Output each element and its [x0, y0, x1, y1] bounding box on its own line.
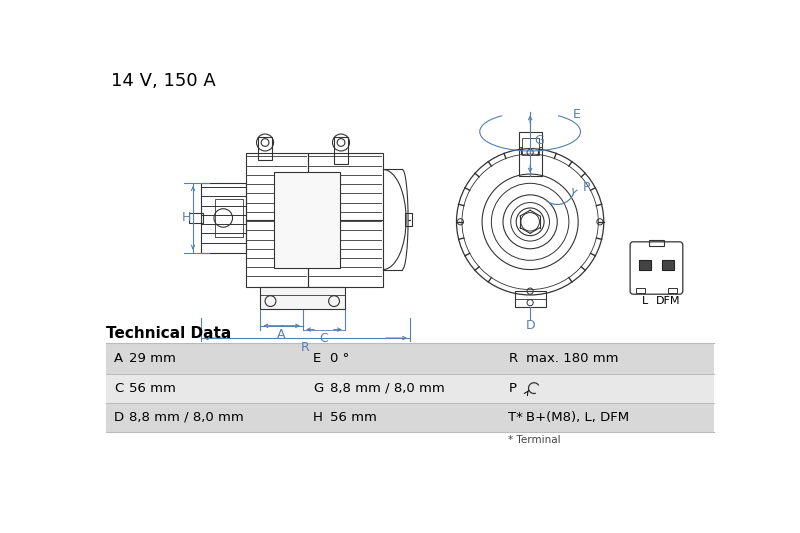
Bar	[639, 260, 651, 270]
Text: A: A	[114, 352, 123, 365]
Text: L: L	[642, 296, 648, 306]
Bar	[106, 374, 714, 403]
Bar	[334, 137, 348, 164]
Bar	[258, 137, 272, 160]
Text: 8,8 mm / 8,0 mm: 8,8 mm / 8,0 mm	[130, 411, 244, 424]
Text: E: E	[573, 108, 581, 120]
Text: G: G	[313, 382, 323, 394]
Text: C: C	[320, 333, 328, 345]
Text: H: H	[313, 411, 323, 424]
Text: * Terminal: * Terminal	[509, 435, 561, 446]
Bar	[274, 172, 340, 268]
Text: DFM: DFM	[656, 296, 680, 306]
Bar	[635, 288, 645, 294]
Bar	[246, 152, 308, 287]
Text: C: C	[114, 382, 123, 394]
Bar	[214, 199, 243, 237]
Bar	[308, 152, 383, 287]
Bar	[106, 343, 714, 374]
Text: B+(M8), L, DFM: B+(M8), L, DFM	[526, 411, 630, 424]
Bar	[106, 403, 714, 432]
Bar	[668, 288, 678, 294]
Text: 0 °: 0 °	[330, 352, 350, 365]
Text: D: D	[526, 319, 535, 332]
Text: 29 mm: 29 mm	[130, 352, 176, 365]
Bar	[189, 213, 203, 223]
Text: E: E	[313, 352, 322, 365]
Text: R: R	[301, 341, 310, 354]
Bar	[522, 138, 538, 155]
Bar	[662, 260, 674, 270]
Text: max. 180 mm: max. 180 mm	[526, 352, 618, 365]
Bar	[514, 291, 546, 306]
Text: P: P	[509, 382, 517, 394]
Text: 14 V, 150 A: 14 V, 150 A	[111, 72, 216, 90]
Bar	[261, 287, 345, 309]
Text: P: P	[583, 181, 590, 193]
Bar	[201, 183, 246, 253]
Text: 8,8 mm / 8,0 mm: 8,8 mm / 8,0 mm	[330, 382, 445, 394]
Text: D: D	[114, 411, 124, 424]
Text: G: G	[534, 134, 544, 148]
Text: R: R	[509, 352, 518, 365]
Text: 56 mm: 56 mm	[330, 411, 377, 424]
Text: H: H	[182, 212, 191, 224]
Text: A: A	[277, 328, 286, 342]
Text: Technical Data: Technical Data	[106, 326, 231, 341]
Text: T*: T*	[509, 411, 523, 424]
Bar	[518, 132, 542, 175]
Text: 56 mm: 56 mm	[130, 382, 176, 394]
Bar	[405, 213, 412, 225]
Bar	[649, 239, 664, 246]
